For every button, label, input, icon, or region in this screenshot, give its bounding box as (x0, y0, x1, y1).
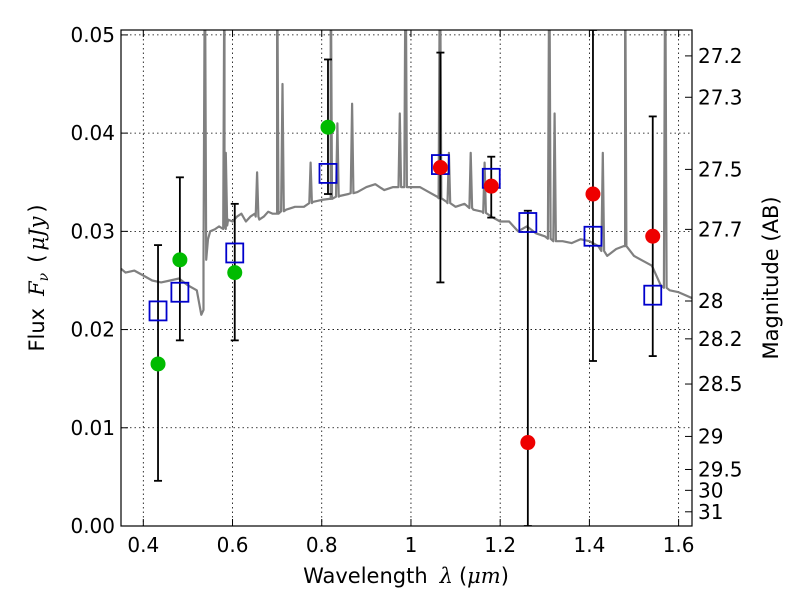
y-tick-label: 0.01 (70, 416, 115, 440)
y-tick-label: 0.02 (70, 318, 115, 342)
x-tick-label: 0.4 (127, 533, 159, 557)
magnitude-tick-label: 28 (698, 289, 723, 313)
observed-flux-marker (150, 356, 166, 372)
model-photometry-marker (318, 162, 338, 184)
model-photometry-marker (643, 284, 663, 306)
x-tick-label: 1 (405, 533, 418, 557)
y2-axis-title: Magnitude (AB) (759, 196, 783, 359)
observed-flux-marker (172, 252, 188, 268)
magnitude-tick-label: 27.7 (698, 217, 743, 241)
model-photometry-marker (225, 242, 245, 264)
observed-flux-marker (483, 178, 499, 194)
y-tick-label: 0.04 (70, 121, 115, 145)
magnitude-tick-label: 27.5 (698, 157, 743, 181)
y-tick-label: 0.03 (70, 219, 115, 243)
magnitude-tick-label: 29 (698, 424, 723, 448)
plot-frame (120, 29, 693, 527)
x-tick-label: 1.4 (573, 533, 605, 557)
magnitude-tick-label: 27.2 (698, 44, 743, 68)
observed-flux-marker (520, 435, 536, 451)
observed-flux-marker (227, 265, 243, 281)
model-photometry-marker (148, 300, 168, 322)
observed-flux-marker (432, 160, 448, 176)
magnitude-tick-label: 28.5 (698, 372, 743, 396)
y-axis-title: FluxFν(μJy) (25, 204, 52, 351)
observed-points (150, 119, 661, 451)
x-tick-label: 1.2 (484, 533, 516, 557)
observed-flux-marker (585, 186, 601, 202)
y-tick-label: 0.05 (70, 23, 115, 47)
model-photometry-marker (170, 281, 190, 303)
y-tick-label: 0.00 (70, 514, 115, 538)
x-tick-label: 0.6 (217, 533, 249, 557)
magnitude-tick-label: 28.2 (698, 327, 743, 351)
magnitude-tick-label: 30 (698, 478, 723, 502)
x-tick-label: 0.8 (306, 533, 338, 557)
magnitude-tick-label: 27.3 (698, 85, 743, 109)
observed-flux-marker (320, 119, 336, 135)
model-spectrum-line (121, 30, 692, 316)
magnitude-tick-label: 31 (698, 500, 723, 524)
axis-ticks: 0.4 0.6 0.8 1 1.2 1.4 1.6 0.00 0.01 0.02 0.03 0.04 0… (70, 23, 742, 557)
observed-flux-marker (645, 228, 661, 244)
magnitude-tick-label: 29.5 (698, 457, 743, 481)
data-layer (121, 30, 692, 526)
x-tick-label: 1.6 (663, 533, 695, 557)
model-photometry-marker (518, 212, 538, 233)
model-photometry-marker (583, 225, 603, 247)
x-axis-title: Wavelength λ (μm) (303, 564, 509, 588)
